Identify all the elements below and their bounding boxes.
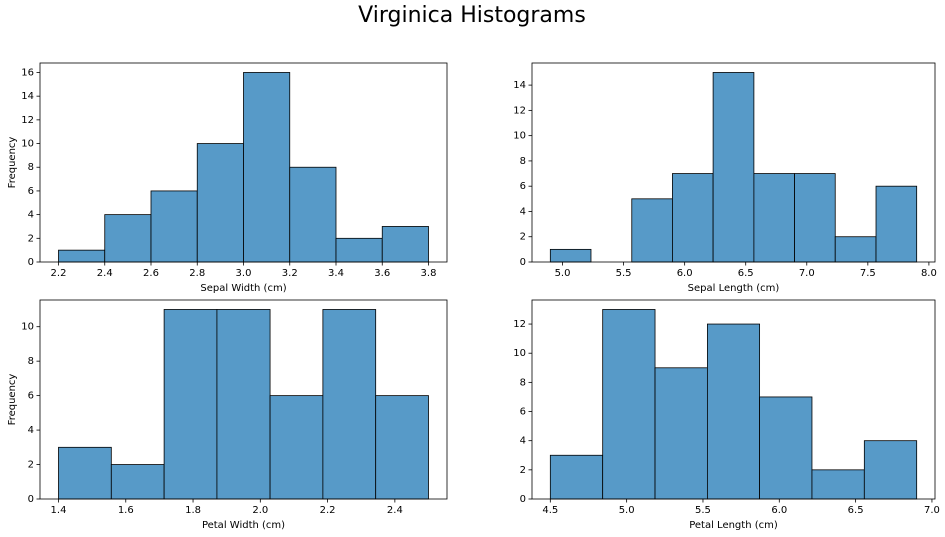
histogram-bar xyxy=(58,249,106,263)
histogram-bar xyxy=(322,309,377,500)
x-tick-label: 2.4 xyxy=(97,268,113,279)
histogram-bar xyxy=(602,309,656,500)
figure-title: Virginica Histograms xyxy=(358,3,586,28)
x-axis-label: Sepal Width (cm) xyxy=(200,283,286,294)
y-tick-label: 8 xyxy=(28,356,34,367)
histogram-bar xyxy=(794,173,836,263)
histogram-bar xyxy=(216,309,271,500)
x-axis-label: Petal Length (cm) xyxy=(689,520,778,531)
y-tick-label: 10 xyxy=(513,131,526,142)
x-tick-label: 5.0 xyxy=(555,268,571,279)
y-tick-label: 0 xyxy=(28,257,34,268)
histogram-bar xyxy=(104,214,152,263)
y-axis-label: Frequency xyxy=(7,137,18,189)
x-tick-label: 2.8 xyxy=(189,268,205,279)
x-tick-label: 3.8 xyxy=(421,268,437,279)
axes-frame xyxy=(531,299,936,500)
x-tick-label: 2.6 xyxy=(143,268,159,279)
y-tick-label: 14 xyxy=(21,91,34,102)
x-tick-label: 7.0 xyxy=(799,268,815,279)
x-tick-label: 6.0 xyxy=(771,505,787,516)
x-tick-label: 2.4 xyxy=(387,505,403,516)
histogram-bar xyxy=(753,173,795,263)
axes-frame xyxy=(531,62,936,263)
y-tick-label: 10 xyxy=(513,348,526,359)
y-tick-label: 6 xyxy=(520,407,526,418)
histogram-bar xyxy=(811,469,865,500)
y-tick-label: 10 xyxy=(21,322,34,333)
y-tick-label: 4 xyxy=(520,206,526,217)
y-tick-label: 8 xyxy=(28,162,34,173)
y-tick-label: 10 xyxy=(21,139,34,150)
x-tick-label: 1.4 xyxy=(51,505,67,516)
histogram-bar xyxy=(549,248,592,263)
x-tick-label: 5.5 xyxy=(695,505,711,516)
histogram-bar xyxy=(549,454,604,500)
x-tick-label: 4.5 xyxy=(542,505,558,516)
y-tick-label: 2 xyxy=(520,465,526,476)
histogram-bar xyxy=(289,166,337,263)
y-tick-label: 6 xyxy=(28,391,34,402)
histogram-bar xyxy=(163,309,218,500)
y-tick-label: 0 xyxy=(520,257,526,268)
x-tick-label: 3.0 xyxy=(236,268,252,279)
histogram-bar xyxy=(863,440,918,500)
histogram-bar xyxy=(269,395,324,500)
axes-frame xyxy=(39,299,448,500)
y-tick-label: 8 xyxy=(520,156,526,167)
histogram-bar xyxy=(631,198,673,263)
x-tick-label: 3.6 xyxy=(374,268,390,279)
y-tick-label: 4 xyxy=(28,425,34,436)
y-tick-label: 4 xyxy=(520,436,526,447)
x-tick-label: 6.0 xyxy=(677,268,693,279)
y-tick-label: 12 xyxy=(513,319,526,330)
histogram-bar xyxy=(110,464,165,500)
x-tick-label: 6.5 xyxy=(848,505,864,516)
y-tick-label: 6 xyxy=(520,181,526,192)
y-tick-label: 12 xyxy=(21,115,34,126)
histogram-bar xyxy=(834,236,877,263)
histogram-bar xyxy=(712,72,755,263)
x-tick-label: 7.5 xyxy=(860,268,876,279)
histogram-bar xyxy=(654,367,708,500)
x-tick-label: 8.0 xyxy=(921,268,937,279)
histogram-bar xyxy=(58,446,112,500)
histogram-bar xyxy=(706,323,761,500)
histogram-bar xyxy=(759,396,813,500)
y-tick-label: 0 xyxy=(28,494,34,505)
y-tick-label: 4 xyxy=(28,210,34,221)
x-tick-label: 6.5 xyxy=(738,268,754,279)
x-tick-label: 1.8 xyxy=(185,505,201,516)
x-tick-label: 3.4 xyxy=(328,268,344,279)
x-tick-label: 2.2 xyxy=(320,505,336,516)
x-axis-label: Petal Width (cm) xyxy=(202,520,285,531)
x-tick-label: 2.0 xyxy=(252,505,268,516)
y-tick-label: 12 xyxy=(513,105,526,116)
x-tick-label: 3.2 xyxy=(282,268,298,279)
x-tick-label: 5.5 xyxy=(616,268,632,279)
x-tick-label: 5.0 xyxy=(619,505,635,516)
histogram-bar xyxy=(243,72,291,263)
y-tick-label: 14 xyxy=(513,80,526,91)
x-tick-label: 1.6 xyxy=(118,505,134,516)
histogram-bar xyxy=(672,173,714,263)
y-tick-label: 16 xyxy=(21,67,34,78)
x-tick-label: 2.2 xyxy=(51,268,67,279)
y-axis-label: Frequency xyxy=(7,374,18,426)
histogram-bar xyxy=(335,237,383,263)
y-tick-label: 2 xyxy=(28,460,34,471)
y-tick-label: 2 xyxy=(28,233,34,244)
histogram-bar xyxy=(196,143,244,263)
y-tick-label: 0 xyxy=(520,494,526,505)
histogram-bar xyxy=(875,185,918,263)
histogram-bar xyxy=(150,190,198,263)
histogram-bar xyxy=(381,226,429,263)
x-axis-label: Sepal Length (cm) xyxy=(688,283,780,294)
histogram-bar xyxy=(375,395,429,500)
x-tick-label: 7.0 xyxy=(924,505,940,516)
y-tick-label: 8 xyxy=(520,377,526,388)
y-tick-label: 2 xyxy=(520,232,526,243)
y-tick-label: 6 xyxy=(28,186,34,197)
